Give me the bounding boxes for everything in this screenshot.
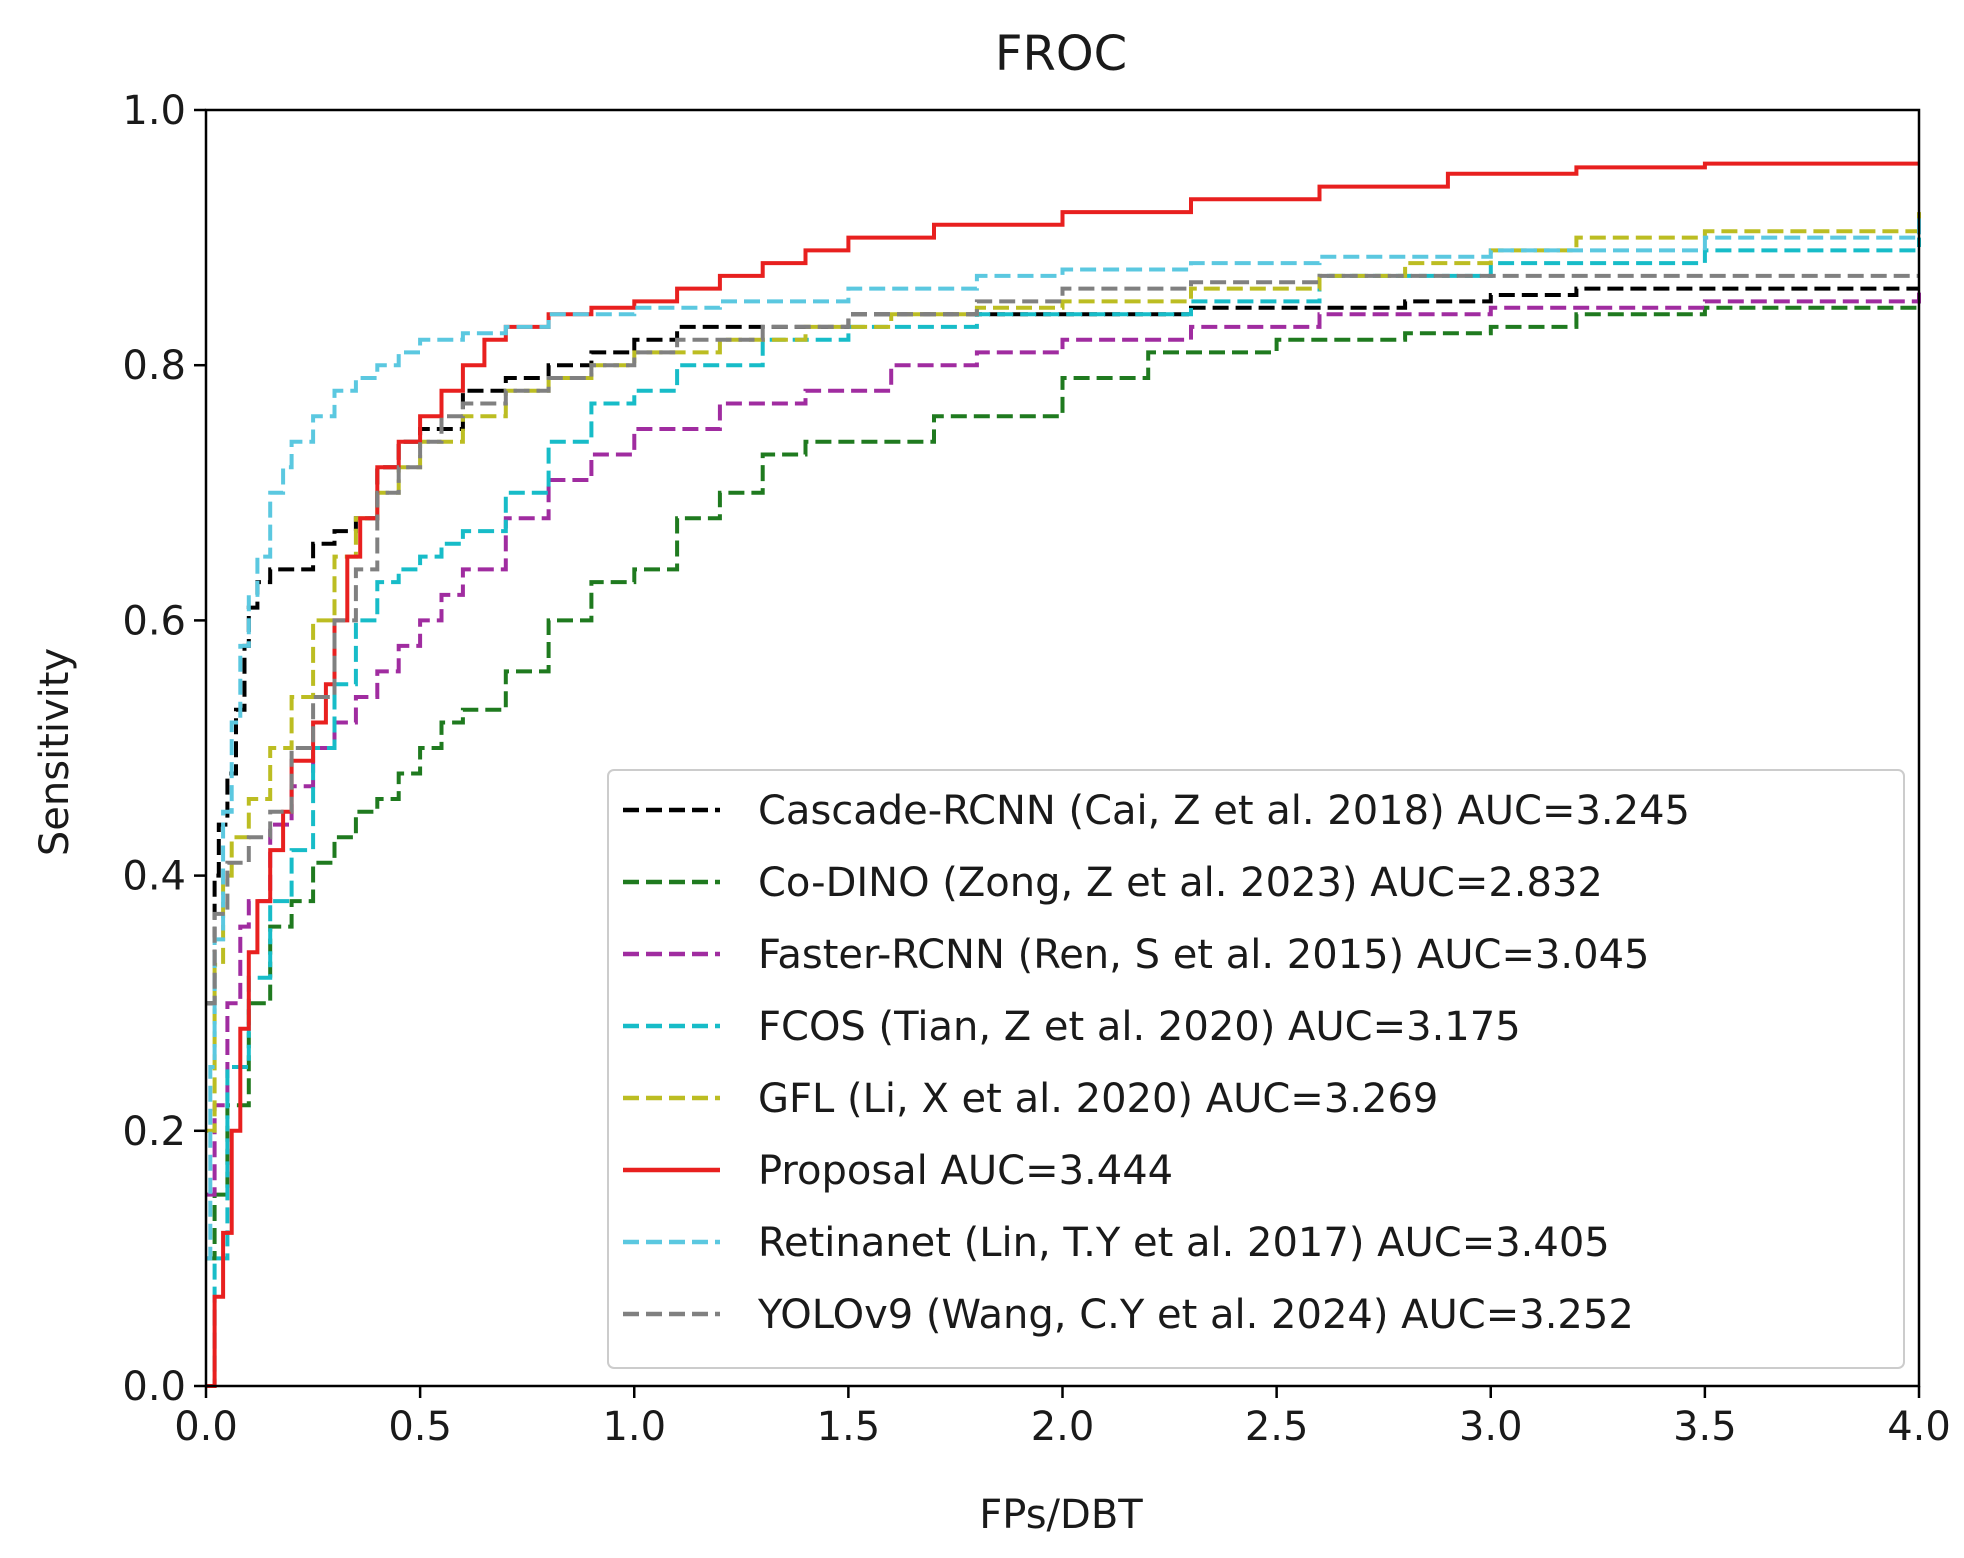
x-tick-label: 0.0 xyxy=(174,1404,238,1450)
legend-label: Cascade-RCNN (Cai, Z et al. 2018) AUC=3.… xyxy=(758,788,1690,834)
x-tick-label: 3.5 xyxy=(1673,1404,1737,1450)
x-tick-label: 4.0 xyxy=(1887,1404,1951,1450)
x-tick-label: 1.5 xyxy=(817,1404,881,1450)
x-tick-label: 3.0 xyxy=(1459,1404,1523,1450)
x-tick-label: 2.0 xyxy=(1031,1404,1095,1450)
series-lines xyxy=(206,161,1921,1388)
y-tick-label: 0.2 xyxy=(122,1109,186,1155)
x-tick-label: 1.0 xyxy=(602,1404,666,1450)
series-line-2 xyxy=(206,301,1921,1261)
legend-label: GFL (Li, X et al. 2020) AUC=3.269 xyxy=(758,1076,1438,1122)
x-tick-label: 0.5 xyxy=(388,1404,452,1450)
axis-ticks: 0.0 0.5 1.0 1.5 2.0 2.5 3.0 3.5 4.0 0.0 0.2 0.4 0.6 0… xyxy=(122,88,1950,1450)
legend-label: FCOS (Tian, Z et al. 2020) AUC=3.175 xyxy=(758,1004,1521,1050)
legend-label: Proposal AUC=3.444 xyxy=(758,1148,1173,1194)
y-tick-label: 0.8 xyxy=(122,343,186,389)
y-tick-label: 0.0 xyxy=(122,1364,186,1410)
x-tick-label: 2.5 xyxy=(1245,1404,1309,1450)
series-line-4 xyxy=(206,237,1921,1388)
y-tick-label: 0.4 xyxy=(122,854,186,900)
plot-frame xyxy=(204,108,1921,1388)
legend-label: YOLOv9 (Wang, C.Y et al. 2024) AUC=3.252 xyxy=(757,1292,1634,1338)
legend-label: Retinanet (Lin, T.Y et al. 2017) AUC=3.4… xyxy=(758,1220,1610,1266)
legend-box xyxy=(607,769,1905,1369)
legend-label: Faster-RCNN (Ren, S et al. 2015) AUC=3.0… xyxy=(758,932,1649,978)
x-axis-label: FPs/DBT xyxy=(979,1492,1143,1538)
series-line-8 xyxy=(206,273,1919,1006)
chart-title: FROC xyxy=(995,26,1127,82)
y-axis-label: Sensitivity xyxy=(32,648,78,856)
y-tick-label: 1.0 xyxy=(122,88,186,134)
legend-label: Co-DINO (Zong, Z et al. 2023) AUC=2.832 xyxy=(758,860,1603,906)
series-line-6 xyxy=(206,161,1919,1388)
series-line-7 xyxy=(206,212,1921,1261)
y-tick-label: 0.6 xyxy=(122,598,186,644)
legend: Cascade-RCNN (Cai, Z et al. 2018) AUC=3.… xyxy=(607,769,1905,1369)
